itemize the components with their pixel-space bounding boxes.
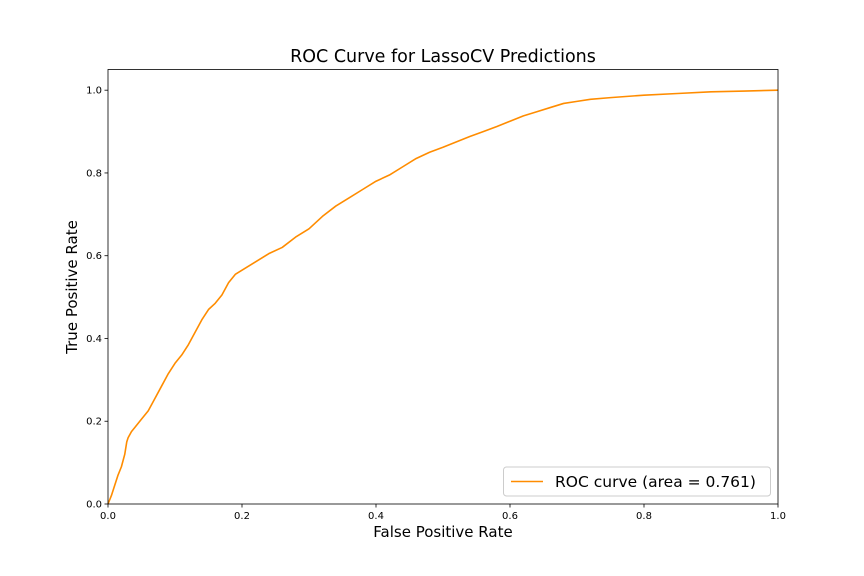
plot-frame xyxy=(107,69,779,505)
y-tick-label: 0.4 xyxy=(86,334,102,345)
x-tick-label: 1.0 xyxy=(770,511,786,522)
y-axis-ticks: 0.0 0.2 0.4 0.6 0.8 1.0 xyxy=(86,86,108,511)
x-tick-label: 0.6 xyxy=(502,511,518,522)
x-axis-label: False Positive Rate xyxy=(373,523,512,541)
plot-area-background xyxy=(108,69,778,504)
chart-title: ROC Curve for LassoCV Predictions xyxy=(290,47,596,67)
legend-entry-label: ROC curve (area = 0.761) xyxy=(555,473,756,491)
legend: ROC curve (area = 0.761) xyxy=(503,466,771,497)
y-tick-label: 0.2 xyxy=(86,417,102,428)
series-layer xyxy=(107,89,779,505)
y-tick-label: 0.0 xyxy=(86,500,102,511)
x-tick-label: 0.4 xyxy=(368,511,384,522)
legend-box xyxy=(503,466,771,497)
x-axis-ticks: 0.0 0.2 0.4 0.6 0.8 1.0 xyxy=(100,504,786,522)
roc-curve-line xyxy=(107,89,779,505)
x-tick-label: 0.8 xyxy=(636,511,652,522)
x-tick-label: 0.2 xyxy=(234,511,250,522)
y-axis-label: True Positive Rate xyxy=(63,220,81,355)
y-tick-label: 0.8 xyxy=(86,168,102,179)
y-tick-label: 1.0 xyxy=(86,86,102,97)
y-tick-label: 0.6 xyxy=(86,251,102,262)
x-tick-label: 0.0 xyxy=(100,511,116,522)
